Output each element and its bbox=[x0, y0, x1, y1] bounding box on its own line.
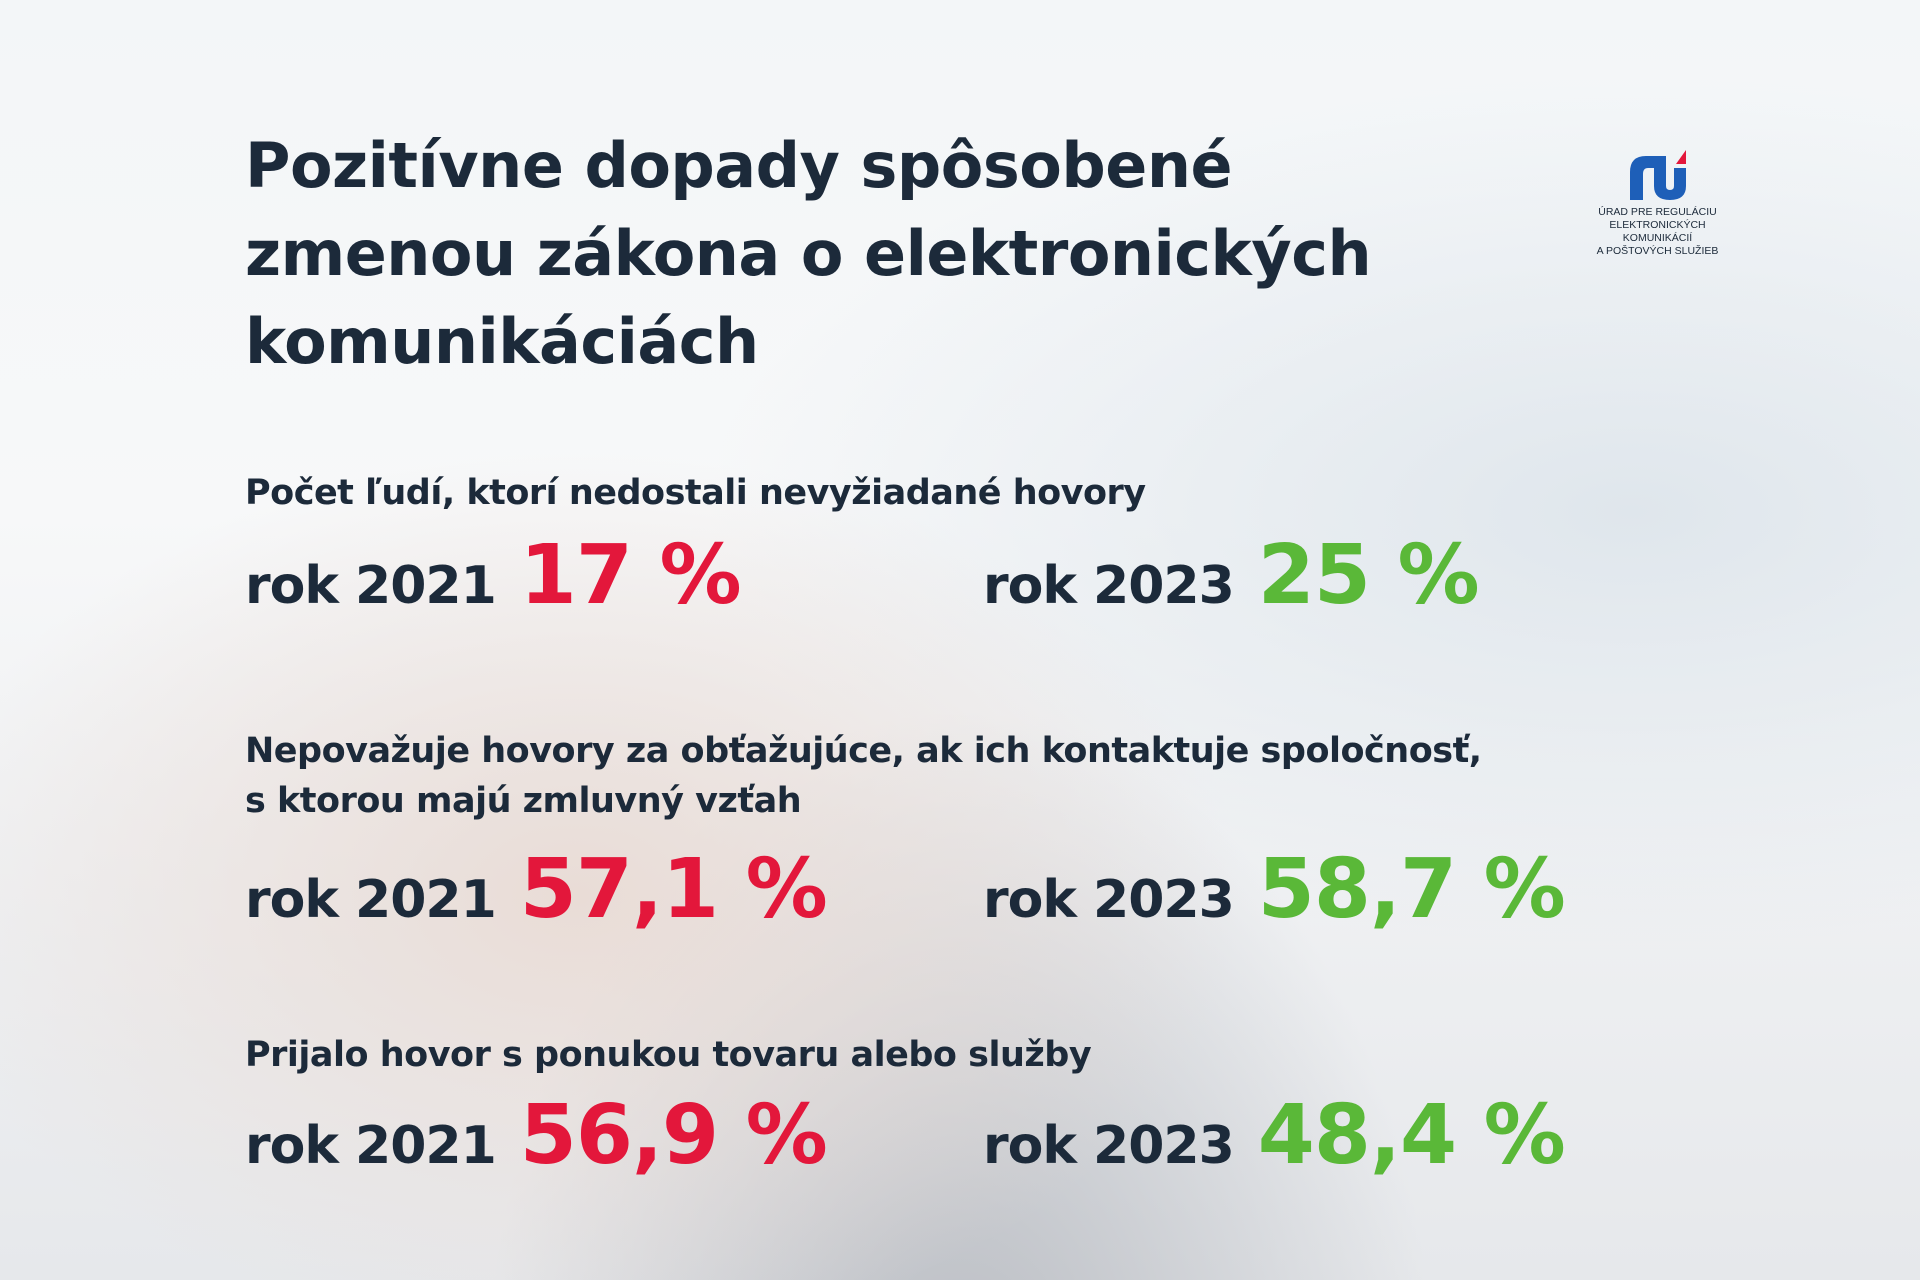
logo-text: ELEKTRONICKÝCH KOMUNIKÁCIÍ bbox=[1609, 219, 1706, 244]
heading-line: s ktorou majú zmluvný vzťah bbox=[245, 781, 802, 821]
stat-2021: rok 2021 17 % bbox=[245, 528, 742, 623]
heading-line: Počet ľudí, ktorí nedostali nevyžiadané … bbox=[245, 473, 1146, 513]
heading-line: Nepovažuje hovory za obťažujúce, ak ich … bbox=[245, 731, 1482, 771]
stat-2023: rok 2023 25 % bbox=[983, 528, 1480, 623]
heading-line: Prijalo hovor s ponukou tovaru alebo slu… bbox=[245, 1035, 1092, 1075]
stat-2023: rok 2023 58,7 % bbox=[983, 842, 1566, 937]
value: 48,4 % bbox=[1257, 1088, 1566, 1183]
stat-2021: rok 2021 56,9 % bbox=[245, 1088, 828, 1183]
year-label: rok 2021 bbox=[245, 556, 497, 616]
value: 58,7 % bbox=[1257, 842, 1566, 937]
title-line: zmenou zákona o elektronických bbox=[245, 217, 1372, 290]
stat-2021: rok 2021 57,1 % bbox=[245, 842, 828, 937]
page-title: Pozitívne dopady spôsobené zmenou zákona… bbox=[245, 122, 1372, 386]
logo-text: A POŠTOVÝCH SLUŽIEB bbox=[1596, 245, 1719, 257]
logo-text: ÚRAD PRE REGULÁCIU bbox=[1598, 206, 1717, 218]
year-label: rok 2023 bbox=[983, 870, 1235, 930]
value: 17 % bbox=[519, 528, 742, 623]
value: 56,9 % bbox=[519, 1088, 828, 1183]
title-line: komunikáciách bbox=[245, 305, 759, 378]
section-heading: Nepovažuje hovory za obťažujúce, ak ich … bbox=[245, 726, 1482, 826]
value: 57,1 % bbox=[519, 842, 828, 937]
section-heading: Počet ľudí, ktorí nedostali nevyžiadané … bbox=[245, 468, 1146, 518]
value: 25 % bbox=[1257, 528, 1480, 623]
logo-mark-icon bbox=[1629, 150, 1686, 200]
title-line: Pozitívne dopady spôsobené bbox=[245, 129, 1233, 202]
section-heading: Prijalo hovor s ponukou tovaru alebo slu… bbox=[245, 1030, 1092, 1080]
logo: ÚRAD PRE REGULÁCIU ELEKTRONICKÝCH KOMUNI… bbox=[1575, 150, 1740, 258]
stat-2023: rok 2023 48,4 % bbox=[983, 1088, 1566, 1183]
year-label: rok 2021 bbox=[245, 1116, 497, 1176]
year-label: rok 2023 bbox=[983, 556, 1235, 616]
year-label: rok 2021 bbox=[245, 870, 497, 930]
year-label: rok 2023 bbox=[983, 1116, 1235, 1176]
